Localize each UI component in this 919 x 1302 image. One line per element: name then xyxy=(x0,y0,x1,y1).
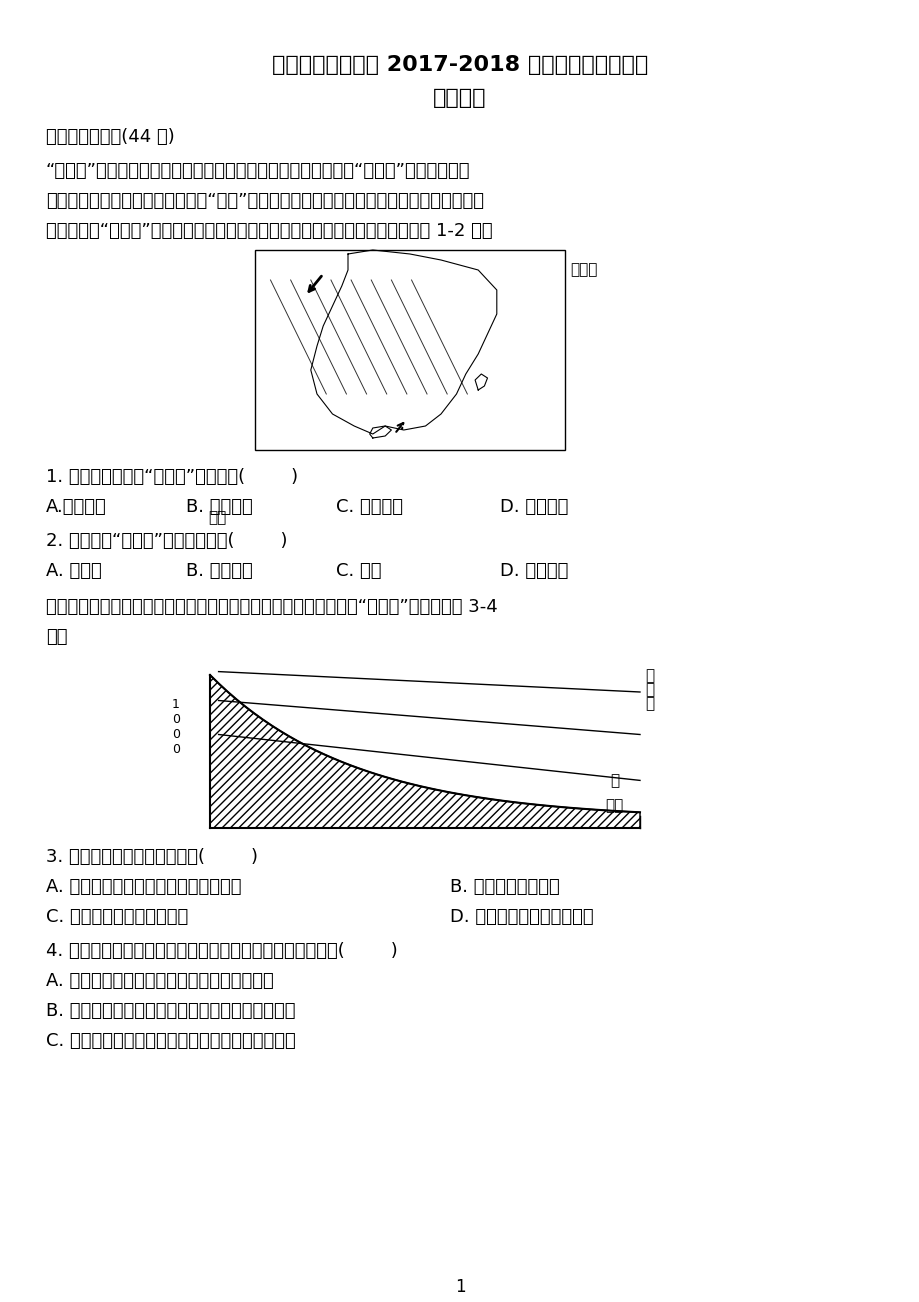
Text: A. 山谷风的产生是由于海拔高度的差异: A. 山谷风的产生是由于海拔高度的差异 xyxy=(46,878,242,896)
Text: C. 此时的风从山谷吹向山顶: C. 此时的风从山谷吹向山顶 xyxy=(46,907,188,926)
Text: 一锋面: 一锋面 xyxy=(570,262,596,277)
Text: “回南天”通常指每年入春气温开始回暖而湿度开始回升的现象。“回南天”出现时，空气: “回南天”通常指每年入春气温开始回暖而湿度开始回升的现象。“回南天”出现时，空气 xyxy=(46,161,470,180)
Text: D. 高压系统: D. 高压系统 xyxy=(499,562,568,579)
Text: B. 江淮地区: B. 江淮地区 xyxy=(186,497,253,516)
Text: 一、单项选择题(44 分): 一、单项选择题(44 分) xyxy=(46,128,175,146)
Text: 谷地: 谷地 xyxy=(605,798,622,812)
Text: 4. 据实际调查，图中甲地的夜雨较多，其主要原因是该地区(        ): 4. 据实际调查，图中甲地的夜雨较多，其主要原因是该地区( ) xyxy=(46,943,397,960)
Text: 甲: 甲 xyxy=(609,773,618,788)
Text: 1. 春季最容易出现“回南天”的区域是(        ): 1. 春季最容易出现“回南天”的区域是( ) xyxy=(46,467,298,486)
Text: B. 夜晚的气温比周围地区的气温低，气流下沉运动: B. 夜晚的气温比周围地区的气温低，气流下沉运动 xyxy=(46,1003,295,1019)
Text: 1: 1 xyxy=(454,1279,465,1295)
Text: 1
0
0
0: 1 0 0 0 xyxy=(172,698,180,756)
Text: D. 华北地区: D. 华北地区 xyxy=(499,497,568,516)
FancyBboxPatch shape xyxy=(255,250,564,450)
Polygon shape xyxy=(210,674,640,828)
Text: 等: 等 xyxy=(644,668,653,684)
Text: 3. 关于该图的说法，正确的是(        ): 3. 关于该图的说法，正确的是( ) xyxy=(46,848,257,866)
Text: A. 夜晚的气温高于白天的气温，气流上升运动: A. 夜晚的气温高于白天的气温，气流上升运动 xyxy=(46,973,274,990)
Text: C. 夜晚的气温比周围地区的气温高，气流上升运动: C. 夜晚的气温比周围地区的气温高，气流上升运动 xyxy=(46,1032,295,1049)
Text: 面: 面 xyxy=(644,697,653,711)
Text: 压: 压 xyxy=(644,682,653,697)
Text: A. 强台风: A. 强台风 xyxy=(46,562,102,579)
Text: C. 长江流域: C. 长江流域 xyxy=(335,497,403,516)
Text: 而浓雾则是“回南天”的最具特色的表象。下图为我国锋面雨带示意图，据此完成 1-2 题。: 而浓雾则是“回南天”的最具特色的表象。下图为我国锋面雨带示意图，据此完成 1-2… xyxy=(46,223,492,240)
Text: 莆田第二十五中学 2017-2018 学年上学期月考试卷: 莆田第二十五中学 2017-2018 学年上学期月考试卷 xyxy=(272,55,647,76)
Text: 湿度接近饱和，墙壁甚至地面都会“冒水”，到处是湿漉漉的景象，空气似乎都能拧出水来。: 湿度接近饱和，墙壁甚至地面都会“冒水”，到处是湿漉漉的景象，空气似乎都能拧出水来… xyxy=(46,191,483,210)
Text: 题。: 题。 xyxy=(46,628,67,646)
Text: A.华南地区: A.华南地区 xyxy=(46,497,107,516)
Text: 2. 可能加剧“回南天”的天气系统是(        ): 2. 可能加剧“回南天”的天气系统是( ) xyxy=(46,533,288,549)
Text: 山峰: 山峰 xyxy=(208,510,226,525)
Text: C. 冷锋: C. 冷锋 xyxy=(335,562,381,579)
Text: B. 准静止锋: B. 准静止锋 xyxy=(186,562,253,579)
Text: 下图是某一时刻山峰和山谷之间冷热不均形成的一种热力环流，叫“山谷风”。据此回答 3-4: 下图是某一时刻山峰和山谷之间冷热不均形成的一种热力环流，叫“山谷风”。据此回答 … xyxy=(46,598,497,616)
Text: D. 此时的风从山顶吹向山谷: D. 此时的风从山顶吹向山谷 xyxy=(449,907,593,926)
Text: 高三地理: 高三地理 xyxy=(433,89,486,108)
Text: B. 此时表示的是夜晚: B. 此时表示的是夜晚 xyxy=(449,878,559,896)
